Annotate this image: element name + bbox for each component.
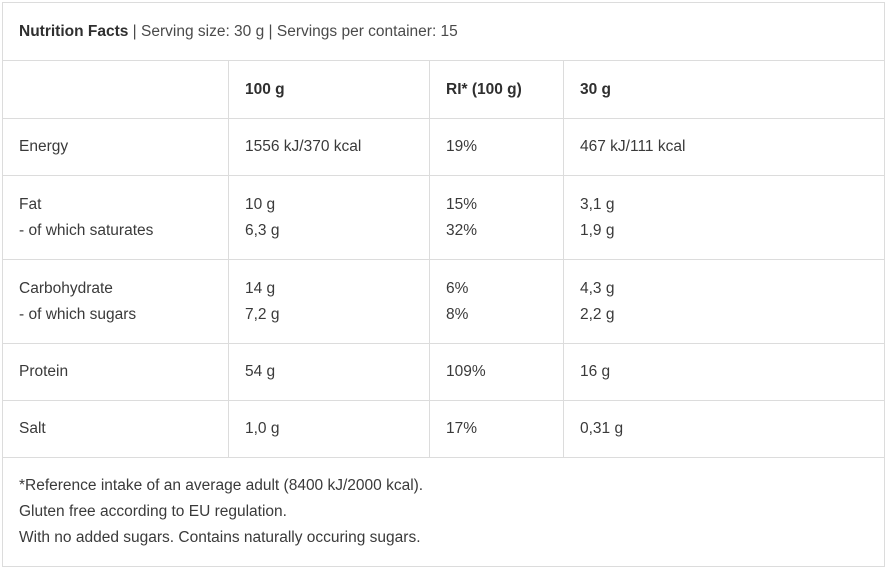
- value-line: 7,2 g: [245, 305, 280, 323]
- title-label: Nutrition Facts: [19, 22, 129, 40]
- title-row: Nutrition Facts | Serving size: 30 g | S…: [2, 2, 885, 61]
- row-per100g: 14 g 7,2 g: [228, 259, 430, 344]
- table-row-energy: Energy 1556 kJ/370 kcal 19% 467 kJ/111 k…: [2, 118, 885, 176]
- row-ri: 19%: [429, 118, 564, 176]
- footnote-gluten-free: Gluten free according to EU regulation.: [19, 503, 287, 520]
- header-100g: 100 g: [228, 60, 430, 119]
- row-per-serving: 16 g: [563, 343, 885, 401]
- row-label: Carbohydrate - of which sugars: [2, 259, 229, 344]
- row-sublabel-line: - of which sugars: [19, 305, 137, 323]
- value-line: 0,31 g: [580, 420, 624, 437]
- value-line: 6,3 g: [245, 221, 280, 239]
- value-line: 1,0 g: [245, 420, 280, 437]
- value-line: 1,9 g: [580, 221, 615, 239]
- row-label-line: Energy: [19, 138, 69, 155]
- row-label-line: Carbohydrate: [19, 279, 113, 297]
- value-line: 54 g: [245, 363, 276, 380]
- value-line: 32%: [446, 221, 478, 239]
- row-per100g: 54 g: [228, 343, 430, 401]
- row-per-serving: 0,31 g: [563, 400, 885, 458]
- table-row-fat: Fat - of which saturates 10 g 6,3 g 15% …: [2, 175, 885, 260]
- row-ri: 6% 8%: [429, 259, 564, 344]
- value-line: 467 kJ/111 kcal: [580, 138, 686, 155]
- value-line: 19%: [446, 138, 478, 155]
- row-ri: 15% 32%: [429, 175, 564, 260]
- row-sublabel-line: - of which saturates: [19, 221, 154, 239]
- row-per100g: 1556 kJ/370 kcal: [228, 118, 430, 176]
- value-line: 6%: [446, 279, 469, 297]
- row-per-serving: 467 kJ/111 kcal: [563, 118, 885, 176]
- value-line: 109%: [446, 363, 486, 380]
- value-line: 8%: [446, 305, 469, 323]
- row-label-line: Salt: [19, 420, 46, 437]
- header-row: 100 g RI* (100 g) 30 g: [2, 60, 885, 119]
- table-row-carbohydrate: Carbohydrate - of which sugars 14 g 7,2 …: [2, 259, 885, 344]
- value-line: 2,2 g: [580, 305, 615, 323]
- header-ri: RI* (100 g): [429, 60, 564, 119]
- value-line: 10 g: [245, 195, 276, 213]
- footnotes-row: *Reference intake of an average adult (8…: [2, 457, 885, 567]
- row-ri: 109%: [429, 343, 564, 401]
- value-line: 14 g: [245, 279, 276, 297]
- value-line: 16 g: [580, 363, 611, 380]
- row-per-serving: 3,1 g 1,9 g: [563, 175, 885, 260]
- row-label: Fat - of which saturates: [2, 175, 229, 260]
- value-line: 3,1 g: [580, 195, 615, 213]
- row-ri: 17%: [429, 400, 564, 458]
- title-details: | Serving size: 30 g | Servings per cont…: [128, 22, 458, 40]
- table-row-protein: Protein 54 g 109% 16 g: [2, 343, 885, 401]
- header-serving: 30 g: [563, 60, 885, 119]
- value-line: 15%: [446, 195, 478, 213]
- footnote-no-added-sugars: With no added sugars. Contains naturally…: [19, 529, 421, 546]
- row-label-line: Fat: [19, 195, 42, 213]
- table-title: Nutrition Facts | Serving size: 30 g | S…: [2, 2, 885, 61]
- row-label: Salt: [2, 400, 229, 458]
- value-line: 4,3 g: [580, 279, 615, 297]
- table-row-salt: Salt 1,0 g 17% 0,31 g: [2, 400, 885, 458]
- value-line: 17%: [446, 420, 478, 437]
- footnote-reference-intake: *Reference intake of an average adult (8…: [19, 477, 424, 494]
- nutrition-facts-table: Nutrition Facts | Serving size: 30 g | S…: [2, 2, 885, 567]
- row-label: Protein: [2, 343, 229, 401]
- header-empty-cell: [2, 60, 229, 119]
- row-per100g: 10 g 6,3 g: [228, 175, 430, 260]
- footnotes: *Reference intake of an average adult (8…: [2, 457, 885, 567]
- row-per100g: 1,0 g: [228, 400, 430, 458]
- row-label: Energy: [2, 118, 229, 176]
- value-line: 1556 kJ/370 kcal: [245, 138, 362, 155]
- row-per-serving: 4,3 g 2,2 g: [563, 259, 885, 344]
- row-label-line: Protein: [19, 363, 69, 380]
